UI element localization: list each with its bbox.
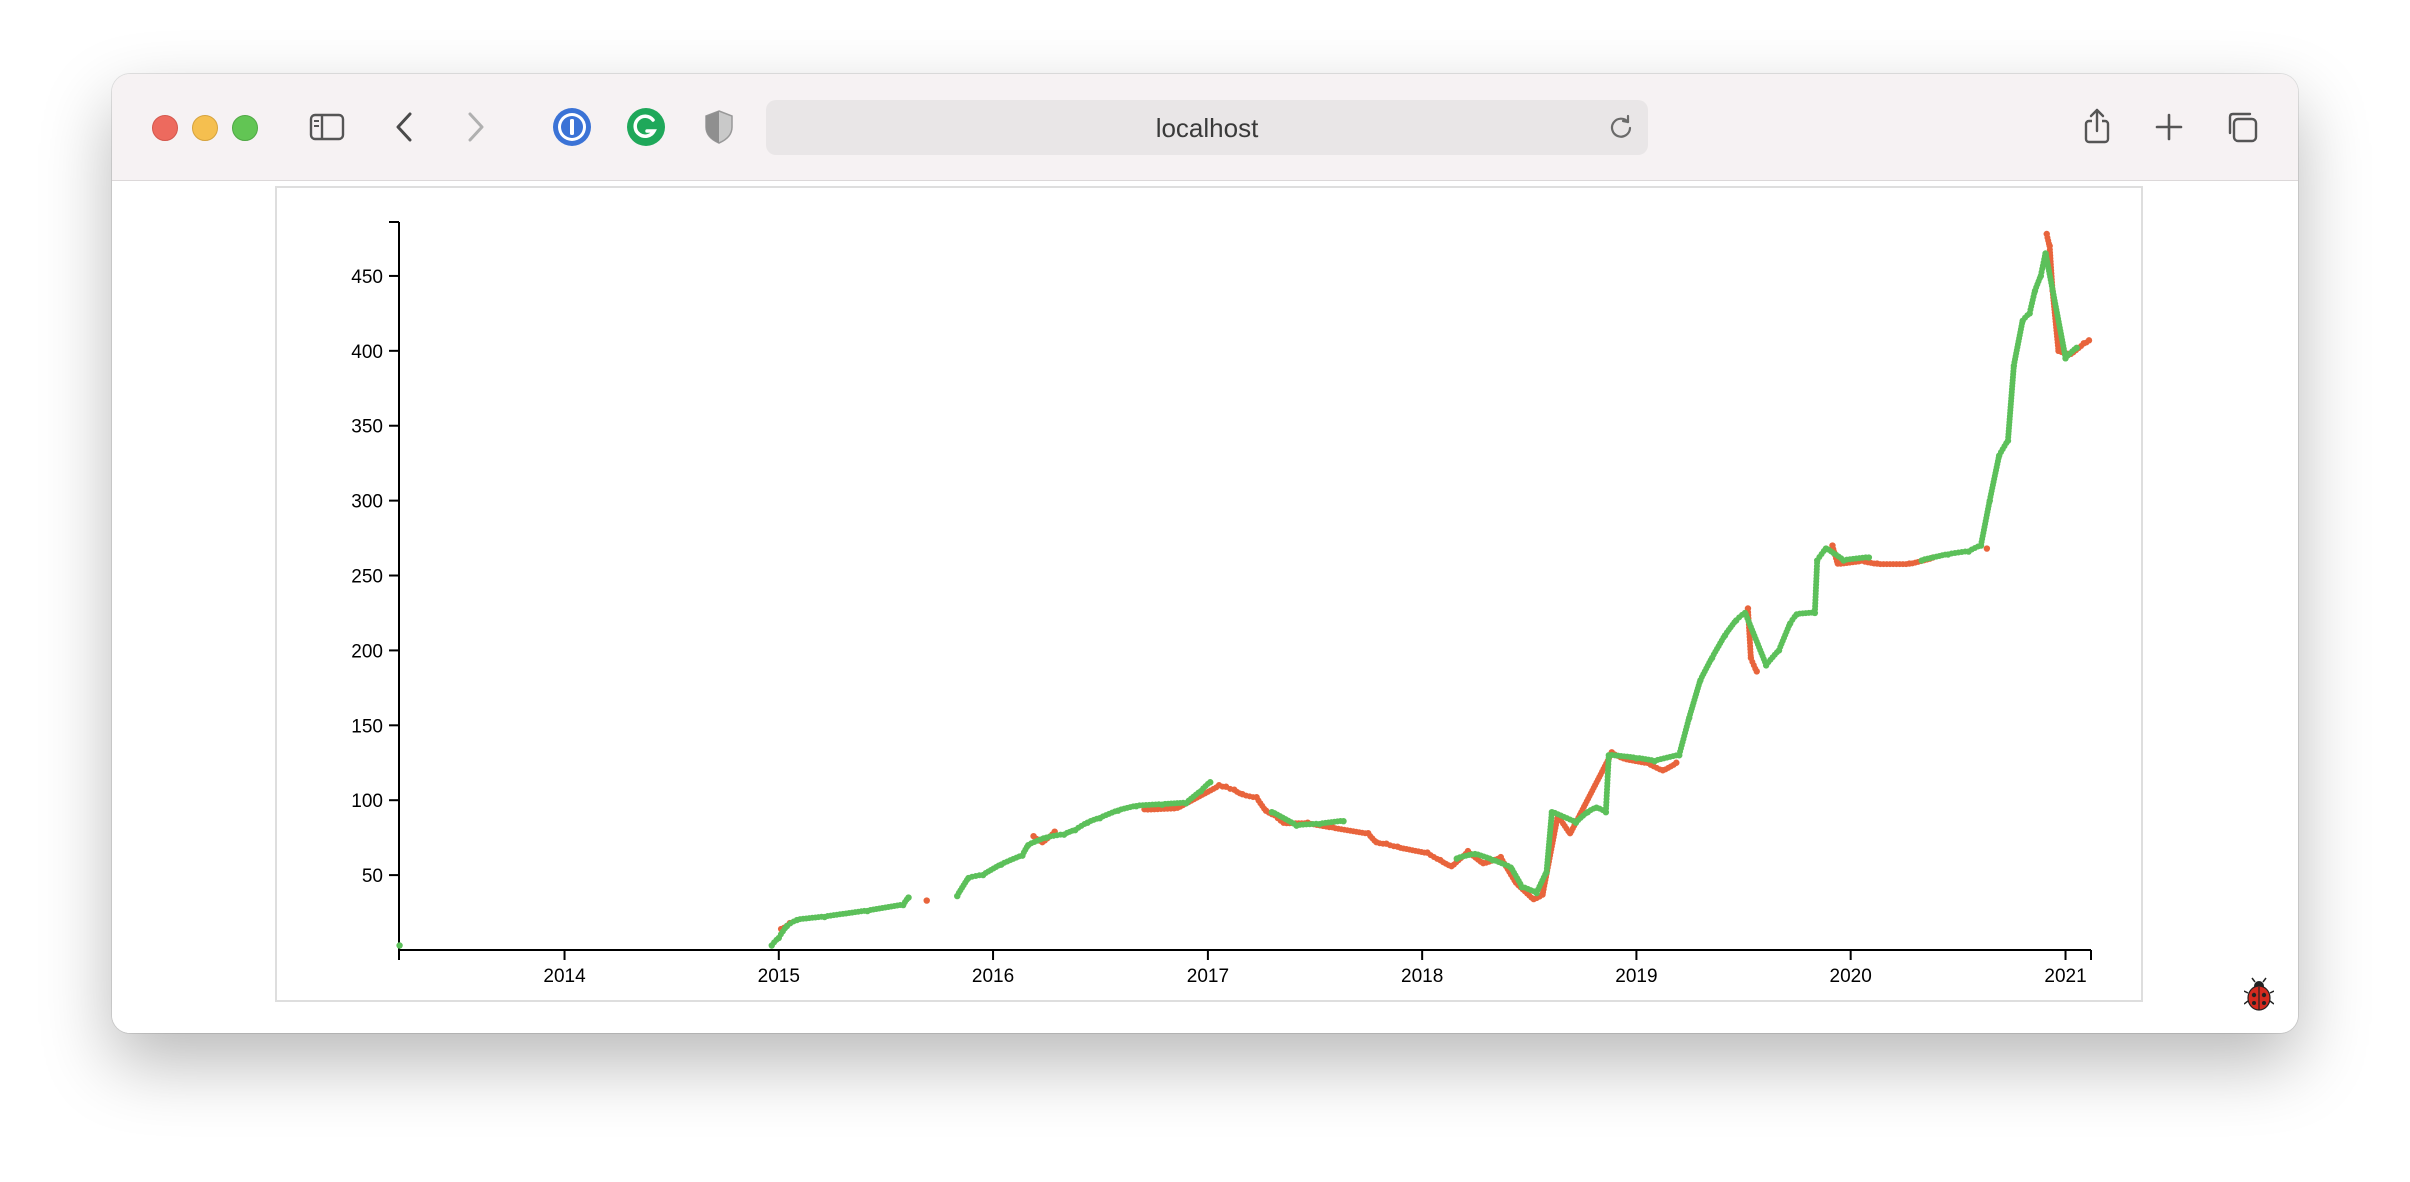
data-point — [1983, 545, 1991, 552]
y-tick-label: 150 — [351, 716, 383, 737]
browser-window: localhost — [112, 74, 2298, 1033]
x-tick-label: 2016 — [972, 966, 1014, 987]
minimize-window-button[interactable] — [192, 115, 218, 141]
data-point — [2085, 337, 2093, 344]
x-tick-label: 2014 — [543, 966, 586, 987]
y-tick-label: 200 — [351, 641, 383, 662]
y-tick-label: 100 — [351, 791, 383, 812]
chart: 50 100 150 200 250 300 350 400 450 2014 2015 2016 20… — [351, 221, 2093, 987]
url-text: localhost — [1155, 113, 1259, 143]
data-point — [923, 897, 930, 904]
forward-icon[interactable] — [452, 104, 498, 150]
address-bar[interactable]: localhost — [766, 100, 1648, 155]
grammarly-icon[interactable] — [623, 104, 669, 150]
ladybug-icon — [2243, 977, 2275, 1011]
data-point — [1865, 554, 1873, 561]
data-point — [1673, 759, 1680, 766]
x-tick-label: 2017 — [1187, 966, 1229, 987]
y-tick-label: 400 — [351, 342, 383, 363]
x-tick-label: 2018 — [1401, 966, 1443, 987]
x-tick-label: 2019 — [1615, 966, 1657, 987]
privacy-shield-icon[interactable] — [696, 104, 742, 150]
y-tick-label: 450 — [351, 267, 383, 288]
data-point — [1207, 779, 1214, 786]
y-tick-label: 50 — [362, 866, 383, 887]
data-point — [396, 942, 403, 949]
y-tick-label: 350 — [351, 417, 383, 438]
data-point — [905, 894, 912, 901]
onepassword-icon[interactable] — [549, 104, 595, 150]
new-tab-icon[interactable] — [2146, 104, 2192, 150]
data-point — [2073, 344, 2080, 352]
data-point — [1340, 817, 1347, 825]
x-tick-label: 2020 — [1830, 966, 1872, 987]
share-icon[interactable] — [2074, 104, 2120, 150]
x-tick-label: 2015 — [758, 966, 800, 987]
zoom-window-button[interactable] — [232, 115, 258, 141]
reload-icon[interactable] — [1606, 112, 1636, 142]
x-tick-label: 2021 — [2044, 966, 2086, 987]
data-point — [1753, 668, 1760, 675]
page-content — [112, 181, 2298, 1033]
sidebar-icon[interactable] — [304, 104, 350, 150]
back-icon[interactable] — [382, 104, 428, 150]
y-tick-label: 300 — [351, 492, 383, 513]
tab-overview-icon[interactable] — [2220, 104, 2266, 150]
chart-frame: 50 100 150 200 250 300 350 400 450 2014 2015 2016 20… — [275, 186, 2143, 1002]
y-tick-label: 250 — [351, 567, 383, 588]
browser-toolbar: localhost — [112, 74, 2298, 181]
close-window-button[interactable] — [152, 115, 178, 141]
